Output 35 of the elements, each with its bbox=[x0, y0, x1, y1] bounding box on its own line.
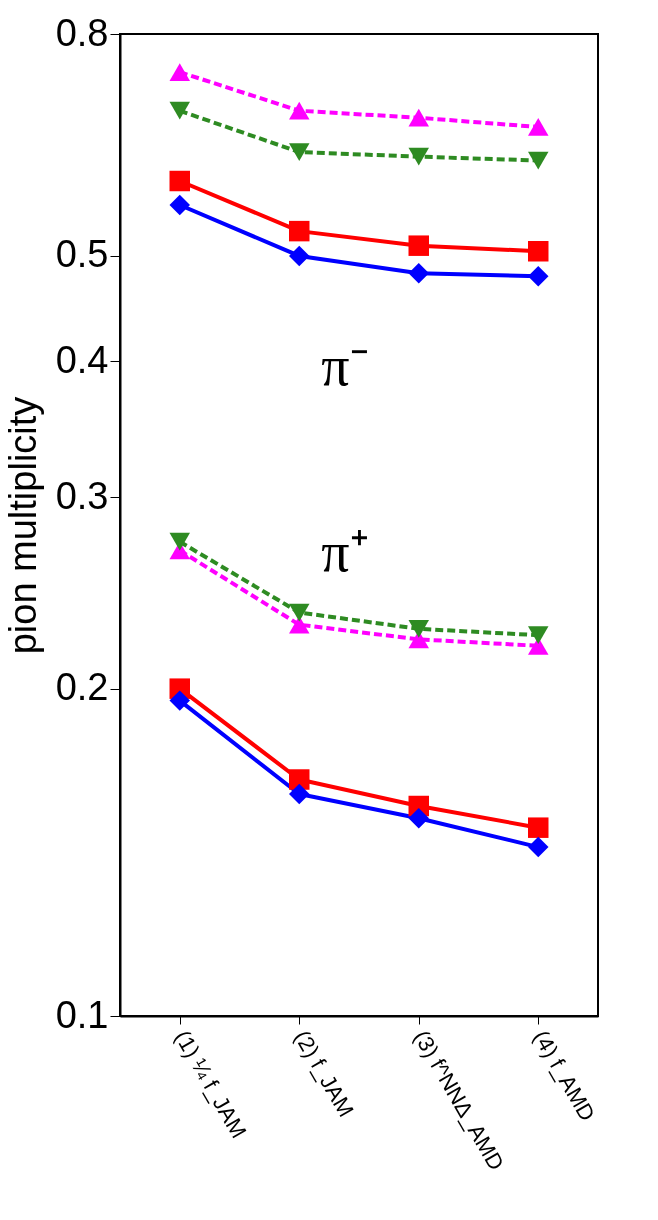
point bbox=[408, 619, 429, 638]
point bbox=[528, 626, 549, 645]
point bbox=[289, 769, 310, 790]
point bbox=[408, 263, 429, 284]
point bbox=[528, 241, 549, 262]
point bbox=[289, 603, 310, 622]
y-tick-label: 0.1 bbox=[55, 993, 109, 1036]
point bbox=[528, 817, 549, 838]
point bbox=[528, 265, 549, 287]
annotation: π⁺ bbox=[321, 521, 369, 584]
point bbox=[289, 245, 310, 267]
point bbox=[408, 808, 429, 829]
point bbox=[289, 143, 310, 161]
point bbox=[408, 235, 429, 256]
point bbox=[528, 151, 549, 170]
annotation: π⁻ bbox=[321, 334, 369, 397]
y-tick-label: 0.2 bbox=[55, 666, 109, 709]
y-tick-label: 0.5 bbox=[55, 233, 109, 276]
point bbox=[169, 194, 190, 216]
point bbox=[289, 783, 310, 805]
point bbox=[528, 836, 549, 858]
point bbox=[528, 118, 549, 136]
point bbox=[169, 532, 190, 551]
point bbox=[408, 147, 429, 166]
point bbox=[408, 108, 429, 127]
point bbox=[289, 220, 310, 242]
point bbox=[169, 690, 190, 711]
point bbox=[169, 170, 190, 192]
y-tick-label: 0.3 bbox=[55, 474, 109, 517]
y-axis-title: pion multiplicity bbox=[1, 396, 44, 655]
y-tick-label: 0.8 bbox=[55, 11, 109, 54]
point bbox=[169, 101, 190, 120]
point bbox=[169, 63, 190, 81]
y-tick-label: 0.4 bbox=[55, 338, 109, 381]
point bbox=[289, 101, 310, 120]
